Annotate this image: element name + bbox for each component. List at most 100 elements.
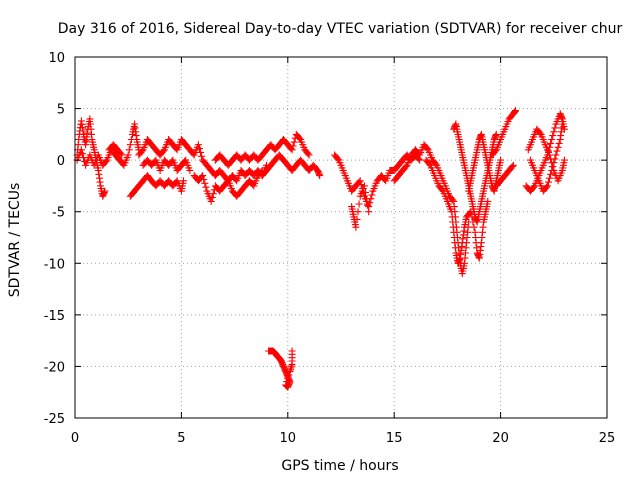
data-point bbox=[491, 147, 499, 155]
data-point bbox=[551, 155, 559, 163]
data-point bbox=[289, 142, 297, 150]
y-axis-ticks: -25 -20 -15 -10 -5 0 5 10 bbox=[44, 51, 607, 427]
data-point bbox=[558, 120, 566, 128]
data-point bbox=[288, 347, 296, 355]
data-point bbox=[470, 223, 478, 231]
data-point bbox=[530, 183, 538, 191]
data-point bbox=[198, 152, 206, 160]
data-point bbox=[550, 128, 558, 136]
data-point bbox=[360, 182, 368, 190]
data-point bbox=[138, 147, 146, 155]
data-point bbox=[334, 155, 342, 163]
data-point bbox=[432, 160, 440, 168]
data-point bbox=[362, 188, 369, 196]
y-tick-label: 0 bbox=[57, 154, 65, 169]
data-point bbox=[194, 141, 202, 149]
x-tick-label: 5 bbox=[177, 431, 185, 446]
data-point bbox=[546, 174, 553, 182]
data-point bbox=[82, 141, 90, 149]
x-tick-label: 15 bbox=[386, 431, 403, 446]
y-tick-label: -20 bbox=[44, 360, 65, 375]
data-point bbox=[492, 130, 500, 138]
data-point bbox=[475, 254, 483, 262]
y-axis-title: SDTVAR / TECUs bbox=[7, 183, 23, 298]
plot-frame bbox=[74, 56, 608, 419]
data-point bbox=[305, 151, 313, 159]
data-point bbox=[551, 124, 559, 132]
x-axis-ticks: 0 5 10 15 20 25 bbox=[71, 57, 615, 446]
data-point bbox=[283, 378, 291, 386]
data-point bbox=[549, 163, 557, 171]
data-point bbox=[545, 178, 552, 186]
data-point bbox=[553, 147, 561, 155]
x-tick-label: 20 bbox=[492, 431, 509, 446]
data-point bbox=[459, 235, 467, 243]
data-point bbox=[438, 186, 446, 194]
data-point bbox=[125, 146, 133, 154]
data-point bbox=[290, 138, 298, 146]
data-point bbox=[180, 177, 187, 185]
y-tick-label: -15 bbox=[44, 309, 65, 324]
data-point bbox=[126, 141, 134, 149]
data-point bbox=[449, 196, 457, 204]
data-point bbox=[547, 139, 555, 147]
data-point bbox=[462, 244, 470, 252]
data-point bbox=[118, 151, 126, 159]
data-point bbox=[548, 167, 556, 174]
data-point bbox=[159, 147, 167, 155]
data-point bbox=[457, 246, 465, 254]
data-point bbox=[512, 107, 519, 115]
data-point bbox=[365, 208, 373, 216]
data-point bbox=[484, 197, 492, 205]
data-point bbox=[316, 172, 324, 180]
data-point bbox=[209, 190, 217, 198]
data-point bbox=[355, 200, 363, 208]
data-point bbox=[296, 134, 303, 142]
data-point bbox=[285, 371, 293, 379]
data-point bbox=[508, 163, 516, 171]
data-point bbox=[86, 120, 94, 128]
data-point bbox=[554, 143, 562, 151]
y-tick-label: -10 bbox=[44, 257, 65, 272]
data-point bbox=[95, 170, 103, 178]
data-point bbox=[547, 170, 555, 178]
data-point bbox=[207, 197, 215, 205]
data-point bbox=[368, 191, 376, 199]
data-point bbox=[423, 145, 431, 152]
data-point bbox=[78, 150, 86, 158]
data-point bbox=[124, 151, 132, 159]
data-point bbox=[200, 176, 208, 183]
data-point bbox=[402, 163, 410, 171]
data-point bbox=[288, 146, 296, 154]
data-point bbox=[456, 255, 464, 263]
data-point bbox=[425, 160, 433, 168]
data-point bbox=[364, 201, 372, 209]
data-point bbox=[78, 124, 86, 132]
data-point bbox=[552, 151, 560, 159]
x-axis-title: GPS time / hours bbox=[281, 458, 398, 474]
plot-border bbox=[74, 56, 608, 419]
data-point bbox=[557, 128, 565, 136]
data-point bbox=[102, 157, 110, 165]
data-point bbox=[451, 239, 459, 247]
data-point bbox=[509, 161, 517, 169]
data-point bbox=[208, 194, 216, 201]
data-point bbox=[101, 187, 109, 195]
data-point bbox=[201, 179, 209, 187]
data-point bbox=[202, 183, 210, 191]
data-point bbox=[197, 148, 205, 156]
data-point bbox=[546, 151, 553, 159]
y-tick-label: -25 bbox=[44, 412, 65, 427]
data-point bbox=[284, 374, 292, 382]
data-point bbox=[75, 136, 83, 143]
data-point bbox=[357, 181, 365, 189]
data-point bbox=[83, 129, 91, 137]
data-point bbox=[510, 108, 518, 116]
data-point bbox=[363, 195, 370, 203]
data-point bbox=[536, 129, 544, 137]
data-point bbox=[282, 381, 290, 389]
data-point bbox=[354, 208, 362, 216]
data-point bbox=[199, 172, 207, 180]
data-point bbox=[497, 156, 505, 164]
data-point bbox=[549, 132, 557, 140]
